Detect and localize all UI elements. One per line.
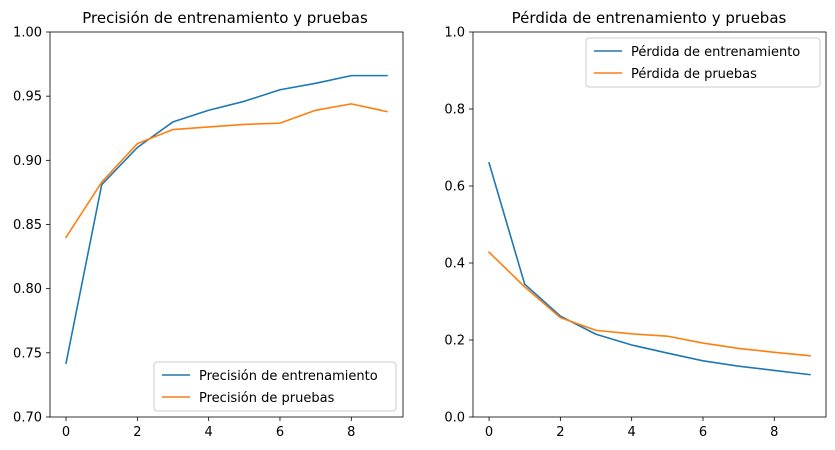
loss-series-1-line <box>487 251 811 357</box>
accuracy-chart-title: Precisión de entrenamiento y pruebas <box>82 9 368 27</box>
accuracy-y-tick-label: 0.95 <box>13 90 42 105</box>
loss-plot-lines <box>487 161 811 376</box>
loss-x-tick-label: 2 <box>556 425 564 440</box>
loss-legend-label-test: Pérdida de pruebas <box>631 67 757 82</box>
loss-x-tick-label: 4 <box>628 425 636 440</box>
loss-y-tick-label: 1.0 <box>444 26 465 41</box>
loss-y-ticks: 0.0 0.2 0.4 0.6 0.8 1.0 <box>444 26 473 426</box>
accuracy-y-tick-label: 0.75 <box>13 346 42 361</box>
accuracy-chart: Precisión de entrenamiento y pruebas 0 2 4… <box>13 9 404 440</box>
loss-x-ticks: 0 2 4 6 8 <box>485 417 778 440</box>
loss-chart-title: Pérdida de entrenamiento y pruebas <box>512 9 787 27</box>
accuracy-y-tick-label: 0.85 <box>13 218 42 233</box>
accuracy-y-ticks: 0.70 0.75 0.80 0.85 0.90 0.95 1.00 <box>13 26 50 426</box>
loss-legend-label-train: Pérdida de entrenamiento <box>631 45 800 60</box>
accuracy-y-tick-label: 0.70 <box>13 411 42 426</box>
loss-y-tick-label: 0.4 <box>444 257 465 272</box>
accuracy-y-tick-label: 1.00 <box>13 26 42 41</box>
accuracy-x-tick-label: 8 <box>347 425 355 440</box>
accuracy-x-ticks: 0 2 4 6 8 <box>62 417 355 440</box>
accuracy-legend-box <box>153 361 397 412</box>
accuracy-series-0-line <box>65 74 388 365</box>
loss-y-tick-label: 0.2 <box>444 334 465 349</box>
accuracy-plot-lines <box>64 74 388 365</box>
loss-y-tick-label: 0.8 <box>444 103 465 118</box>
accuracy-legend-label-train: Precisión de entrenamiento <box>199 369 378 384</box>
loss-legend-box <box>585 37 821 88</box>
loss-series-0-line <box>488 161 811 376</box>
loss-chart: Pérdida de entrenamiento y pruebas 0 2 4 6 8… <box>444 9 827 440</box>
accuracy-x-tick-label: 0 <box>62 425 70 440</box>
accuracy-x-tick-label: 6 <box>276 425 284 440</box>
accuracy-series-1-line <box>64 103 388 239</box>
loss-x-tick-label: 8 <box>770 425 778 440</box>
loss-plot-frame <box>472 31 827 418</box>
accuracy-y-tick-label: 0.80 <box>13 282 42 297</box>
accuracy-x-tick-label: 2 <box>133 425 141 440</box>
accuracy-legend: Precisión de entrenamiento Precisión de … <box>153 361 397 412</box>
loss-x-tick-label: 0 <box>485 425 493 440</box>
loss-x-tick-label: 6 <box>699 425 707 440</box>
loss-legend: Pérdida de entrenamiento Pérdida de prue… <box>585 37 821 88</box>
accuracy-x-tick-label: 4 <box>205 425 213 440</box>
loss-y-tick-label: 0.0 <box>444 411 465 426</box>
loss-y-tick-label: 0.6 <box>444 180 465 195</box>
accuracy-y-tick-label: 0.90 <box>13 154 42 169</box>
accuracy-legend-label-test: Precisión de pruebas <box>199 391 335 406</box>
